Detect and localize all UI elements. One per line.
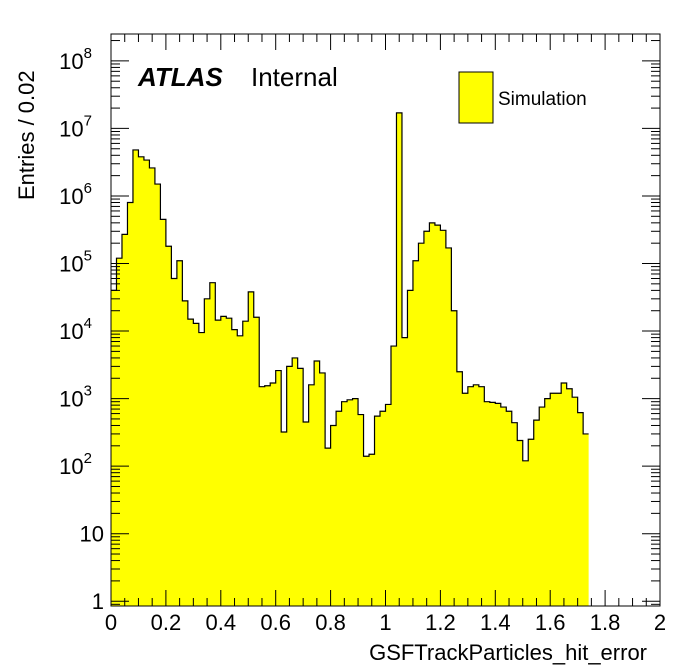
histogram-outline	[111, 112, 589, 462]
x-tick-label: 0.4	[206, 610, 237, 635]
x-tick-labels: 0 0.2 0.4 0.6 0.8 1 1.2 1.4 1.6 1.8 2	[105, 610, 666, 635]
y-tick-label: 106	[59, 180, 92, 209]
y-tick-label: 103	[59, 383, 92, 412]
x-tick-label: 2	[654, 610, 666, 635]
axis-ticks	[110, 34, 661, 606]
x-tick-label: 0.6	[260, 610, 291, 635]
y-axis-title: Entries / 0.02	[14, 70, 39, 200]
y-tick-label: 108	[59, 45, 92, 74]
legend-swatch	[458, 71, 494, 124]
internal-label: Internal	[251, 62, 338, 92]
y-tick-label: 107	[59, 112, 92, 141]
y-tick-label: 102	[59, 450, 92, 479]
x-tick-label: 0.8	[315, 610, 346, 635]
y-tick-label: 104	[59, 315, 92, 344]
x-tick-label: 1.8	[590, 610, 621, 635]
y-tick-label: 105	[59, 248, 92, 277]
y-tick-label: 10	[80, 522, 104, 547]
y-tick-labels: 1 10 102 103 104 105 106 107 108	[59, 45, 104, 614]
histogram-fill	[111, 112, 589, 606]
legend-label-simulation: Simulation	[498, 89, 587, 110]
y-tick-label: 1	[92, 589, 104, 614]
x-axis-title: GSFTrackParticles_hit_error	[369, 640, 647, 665]
x-tick-label: 0	[105, 610, 117, 635]
x-tick-label: 1.2	[425, 610, 456, 635]
atlas-label: ATLAS	[137, 62, 223, 92]
x-tick-label: 0.2	[151, 610, 182, 635]
x-tick-label: 1.4	[480, 610, 511, 635]
x-tick-label: 1.6	[535, 610, 566, 635]
x-tick-label: 1	[379, 610, 391, 635]
